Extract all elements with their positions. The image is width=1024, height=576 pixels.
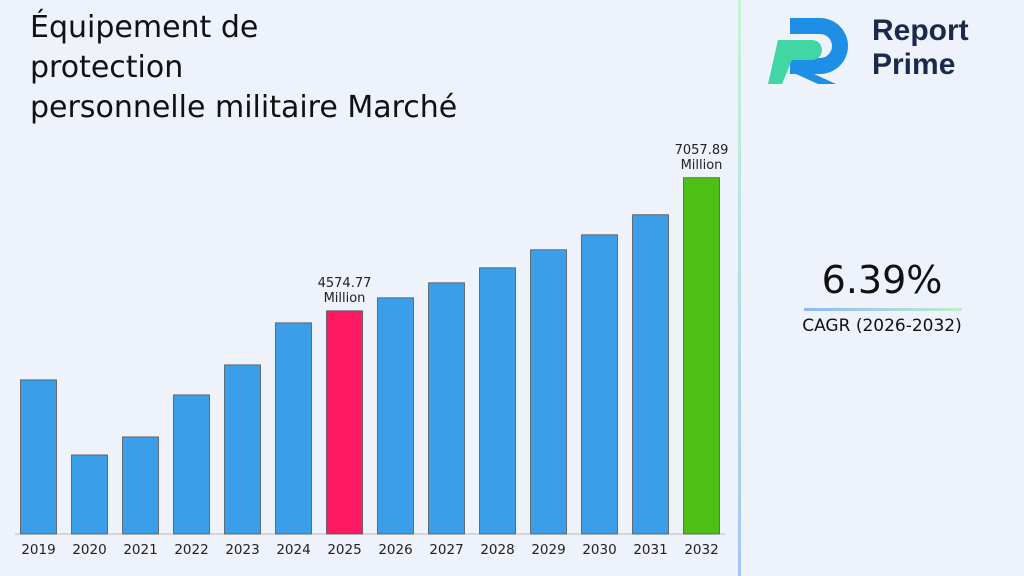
bar — [122, 436, 159, 535]
bar — [479, 267, 516, 535]
x-tick-label: 2023 — [225, 542, 259, 558]
bar — [173, 394, 210, 535]
cagr-value: 6.39% — [821, 258, 943, 302]
cagr-rule — [804, 308, 962, 311]
x-tick-label: 2031 — [633, 542, 667, 558]
x-tick-label: 2032 — [684, 542, 718, 558]
x-tick-label: 2022 — [174, 542, 208, 558]
chart-title: Équipement de protection personnelle mil… — [30, 10, 458, 125]
bar — [377, 297, 414, 535]
x-tick-label: 2027 — [429, 542, 463, 558]
divider — [738, 0, 741, 576]
bar — [275, 322, 312, 535]
logo-icon — [768, 18, 848, 84]
bar — [632, 214, 669, 535]
x-tick-label: 2019 — [21, 542, 55, 558]
x-tick-label: 2025 — [327, 542, 361, 558]
bar — [224, 364, 261, 535]
cagr-label: CAGR (2026-2032) — [802, 316, 962, 336]
x-tick-label: 2029 — [531, 542, 565, 558]
x-tick-label: 2026 — [378, 542, 412, 558]
logo-shape — [790, 18, 848, 84]
bar — [326, 310, 363, 535]
x-tick-label: 2024 — [276, 542, 310, 558]
bar — [71, 454, 108, 535]
bar — [530, 249, 567, 535]
bar — [428, 282, 465, 535]
bar — [581, 234, 618, 535]
value-label: 4574.77 Million — [317, 275, 372, 306]
value-label: 7057.89 Million — [674, 142, 729, 173]
x-tick-label: 2028 — [480, 542, 514, 558]
logo-shape — [768, 40, 822, 84]
bar — [20, 379, 57, 535]
brand: Report Prime — [872, 14, 969, 81]
bar — [683, 177, 720, 535]
x-tick-label: 2021 — [123, 542, 157, 558]
x-tick-label: 2030 — [582, 542, 616, 558]
x-tick-label: 2020 — [72, 542, 106, 558]
